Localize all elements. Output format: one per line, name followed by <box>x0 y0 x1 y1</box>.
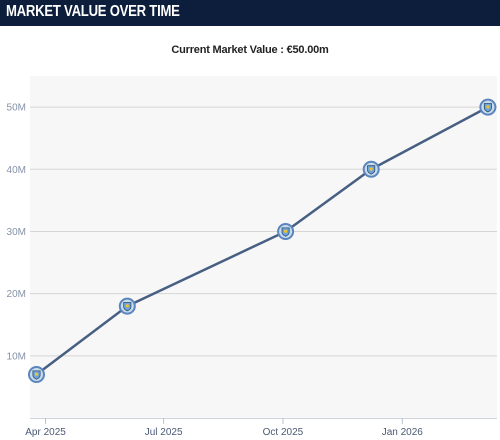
crest-emblem <box>34 372 39 376</box>
chart-header: MARKET VALUE OVER TIME <box>0 0 500 26</box>
x-tick-label: Apr 2025 <box>25 427 66 438</box>
data-point <box>479 98 497 116</box>
current-market-value-label: Current Market Value : €50.00m <box>171 44 329 56</box>
chart-header-title: MARKET VALUE OVER TIME <box>6 3 180 20</box>
x-tick-label: Jan 2026 <box>382 427 424 438</box>
y-tick-label: 10M <box>7 351 26 362</box>
crest-emblem <box>486 105 490 109</box>
data-point <box>277 223 295 240</box>
data-point <box>118 297 136 315</box>
data-point <box>362 160 380 178</box>
crest-emblem <box>284 229 288 233</box>
y-tick-label: 30M <box>7 227 26 238</box>
y-tick-label: 40M <box>7 165 26 176</box>
x-tick-label: Jul 2025 <box>145 427 183 438</box>
crest-emblem <box>125 304 129 308</box>
plot-area <box>30 76 497 418</box>
crest-emblem <box>369 167 373 171</box>
data-point <box>28 366 45 383</box>
y-tick-label: 20M <box>7 289 26 300</box>
x-tick-label: Oct 2025 <box>263 427 304 438</box>
y-tick-label: 50M <box>7 103 26 114</box>
